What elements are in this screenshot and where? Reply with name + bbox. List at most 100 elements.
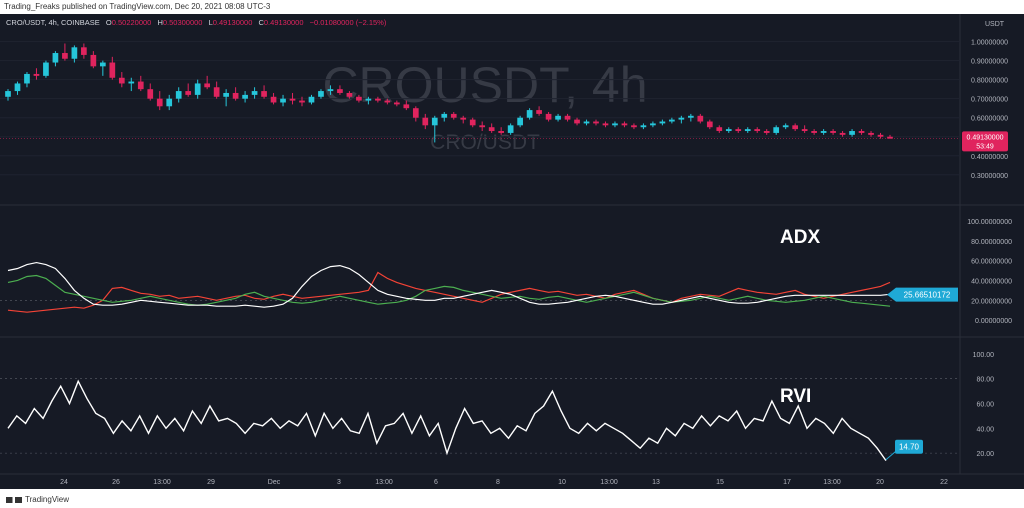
candle[interactable] bbox=[716, 125, 723, 133]
candle[interactable] bbox=[849, 129, 855, 137]
candle[interactable] bbox=[593, 119, 599, 126]
candlestick-series[interactable] bbox=[5, 43, 893, 143]
chart-canvas[interactable]: CRO/USDT, 4h, COINBASE O0.50220000 H0.50… bbox=[0, 14, 1024, 489]
candle[interactable] bbox=[659, 119, 666, 126]
candle[interactable] bbox=[403, 100, 410, 111]
candle[interactable] bbox=[118, 72, 125, 88]
candle[interactable] bbox=[99, 60, 106, 76]
candle[interactable] bbox=[830, 129, 836, 135]
rvi-line[interactable] bbox=[7, 379, 887, 462]
adx-line-minus[interactable] bbox=[7, 274, 891, 307]
candle[interactable] bbox=[431, 115, 438, 143]
rvi-axis[interactable]: 100.00 80.00 60.00 40.00 20.00 bbox=[973, 352, 995, 458]
candle[interactable] bbox=[71, 45, 78, 63]
candle[interactable] bbox=[469, 117, 476, 128]
adx-line-plus[interactable] bbox=[7, 271, 891, 313]
candle[interactable] bbox=[820, 129, 827, 135]
candle[interactable] bbox=[441, 112, 448, 122]
candle[interactable] bbox=[251, 87, 258, 99]
candle[interactable] bbox=[697, 113, 704, 124]
candle[interactable] bbox=[868, 131, 874, 137]
adx-series[interactable] bbox=[7, 261, 891, 313]
candle[interactable] bbox=[194, 79, 201, 99]
candle[interactable] bbox=[356, 94, 362, 103]
candle[interactable] bbox=[346, 91, 353, 99]
candle[interactable] bbox=[640, 123, 647, 130]
candle[interactable] bbox=[185, 83, 192, 97]
candle[interactable] bbox=[811, 129, 817, 135]
candle[interactable] bbox=[81, 43, 87, 59]
candle[interactable] bbox=[564, 113, 571, 122]
candle[interactable] bbox=[337, 85, 343, 95]
candle[interactable] bbox=[422, 113, 429, 130]
rvi-series[interactable] bbox=[7, 379, 887, 462]
candle[interactable] bbox=[621, 121, 628, 128]
candle[interactable] bbox=[232, 87, 239, 101]
candle[interactable] bbox=[223, 89, 229, 107]
candle[interactable] bbox=[280, 94, 286, 107]
candle[interactable] bbox=[650, 121, 656, 128]
candle[interactable] bbox=[687, 113, 694, 122]
candle[interactable] bbox=[545, 112, 552, 122]
candle[interactable] bbox=[412, 106, 419, 122]
candle[interactable] bbox=[839, 131, 846, 137]
candle[interactable] bbox=[52, 51, 59, 67]
candle[interactable] bbox=[669, 117, 675, 124]
candle[interactable] bbox=[270, 92, 277, 105]
candle[interactable] bbox=[137, 75, 144, 92]
candle[interactable] bbox=[583, 119, 590, 126]
candle[interactable] bbox=[526, 108, 533, 120]
candle[interactable] bbox=[574, 117, 580, 126]
candle[interactable] bbox=[318, 89, 324, 99]
candle[interactable] bbox=[384, 98, 391, 105]
candle[interactable] bbox=[754, 127, 761, 133]
candle[interactable] bbox=[213, 81, 220, 99]
candle[interactable] bbox=[498, 127, 505, 135]
candle[interactable] bbox=[887, 134, 893, 139]
candle[interactable] bbox=[792, 123, 799, 132]
candle[interactable] bbox=[450, 112, 457, 120]
candle[interactable] bbox=[128, 77, 135, 92]
candle[interactable] bbox=[479, 121, 486, 132]
candle[interactable] bbox=[33, 68, 40, 80]
candle[interactable] bbox=[773, 125, 780, 135]
candle[interactable] bbox=[242, 91, 248, 103]
candle[interactable] bbox=[782, 123, 789, 130]
candle[interactable] bbox=[90, 51, 97, 69]
candle[interactable] bbox=[166, 94, 173, 111]
candle[interactable] bbox=[517, 115, 523, 128]
candle[interactable] bbox=[507, 123, 514, 135]
candle[interactable] bbox=[763, 129, 770, 135]
candle[interactable] bbox=[327, 85, 334, 95]
candle[interactable] bbox=[147, 83, 154, 101]
candle[interactable] bbox=[365, 96, 372, 105]
candle[interactable] bbox=[24, 72, 30, 88]
candle[interactable] bbox=[706, 119, 713, 130]
candle[interactable] bbox=[43, 60, 49, 78]
candle[interactable] bbox=[261, 85, 267, 99]
candle[interactable] bbox=[612, 121, 618, 128]
candle[interactable] bbox=[156, 91, 163, 111]
candle[interactable] bbox=[375, 96, 381, 103]
candle[interactable] bbox=[289, 92, 296, 105]
candle[interactable] bbox=[877, 132, 884, 139]
candle[interactable] bbox=[488, 123, 495, 133]
candle[interactable] bbox=[735, 127, 742, 133]
candle[interactable] bbox=[631, 123, 637, 130]
candle[interactable] bbox=[175, 87, 182, 103]
ohlc-legend[interactable]: CRO/USDT, 4h, COINBASE O0.50220000 H0.50… bbox=[6, 18, 387, 27]
candle[interactable] bbox=[109, 56, 116, 80]
candle[interactable] bbox=[801, 125, 808, 133]
candle[interactable] bbox=[460, 115, 467, 124]
candle[interactable] bbox=[858, 129, 865, 135]
candle[interactable] bbox=[62, 43, 68, 61]
candle[interactable] bbox=[393, 100, 400, 107]
candle[interactable] bbox=[725, 127, 732, 133]
time-axis[interactable]: 24 26 13:00 29 Dec 3 13:00 6 8 10 13:00 13 15 17 13:00… bbox=[60, 479, 948, 486]
adx-line-adx[interactable] bbox=[7, 261, 891, 308]
candle[interactable] bbox=[299, 96, 305, 107]
candle[interactable] bbox=[555, 113, 561, 122]
candle[interactable] bbox=[536, 106, 542, 116]
candle[interactable] bbox=[602, 121, 609, 128]
candle[interactable] bbox=[5, 89, 11, 101]
